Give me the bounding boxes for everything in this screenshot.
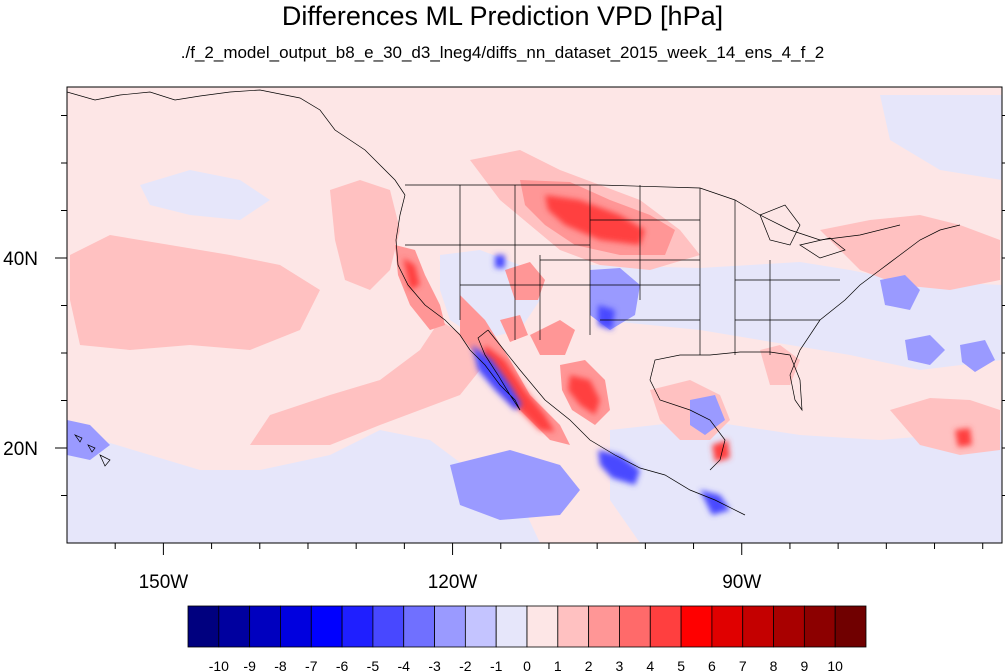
colorbar-tick-label: 7: [739, 658, 747, 672]
colorbar-tick-label: -7: [305, 658, 318, 672]
colorbar-swatch: [495, 605, 528, 648]
colorbar-tick-label: 3: [616, 658, 624, 672]
colorbar-tick-label: 9: [800, 658, 808, 672]
colorbar-swatch: [742, 605, 774, 648]
colorbar-swatch: [834, 605, 867, 648]
colorbar-tick-label: -1: [490, 658, 503, 672]
colorbar-swatch: [557, 605, 590, 648]
colorbar-swatch: [249, 605, 281, 648]
colorbar-tick-label: 4: [646, 658, 654, 672]
colorbar-tick-label: 5: [677, 658, 685, 672]
colorbar-swatch: [187, 605, 220, 648]
colorbar-tick-label: -10: [209, 658, 229, 672]
colorbar-swatch: [619, 605, 651, 648]
colorbar-tick-label: -4: [398, 658, 411, 672]
colorbar-tick-label: -6: [336, 658, 349, 672]
coastlines: [67, 89, 961, 516]
colorbar-swatch: [588, 605, 620, 648]
lon-tick-label: 150W: [139, 572, 189, 593]
colorbar-swatch: [434, 605, 466, 648]
colorbar-swatch: [464, 605, 497, 648]
colorbar-swatch: [341, 605, 374, 648]
colorbar-tick-label: 1: [554, 658, 562, 672]
map-frame: [66, 86, 1003, 544]
colorbar-swatch: [711, 605, 744, 648]
colorbar-tick-label: 8: [770, 658, 778, 672]
lon-tick-label: 90W: [722, 572, 761, 593]
colorbar-tick-label: -9: [243, 658, 256, 672]
colorbar-swatch: [773, 605, 805, 648]
map-title: Differences ML Prediction VPD [hPa]: [281, 1, 724, 31]
colorbar-tick-label: -5: [367, 658, 380, 672]
colorbar-swatch: [218, 605, 251, 648]
lat-tick-label: 40N: [3, 249, 38, 270]
colorbar-swatch: [372, 605, 405, 648]
colorbar-swatch: [280, 605, 312, 648]
colorbar-tick-label: -3: [428, 658, 441, 672]
colorbar-swatch: [649, 605, 682, 648]
colorbar-tick-label: 6: [708, 658, 716, 672]
colorbar-tick-label: -2: [459, 658, 472, 672]
map-subtitle: ./f_2_model_output_b8_e_30_d3_lneg4/diff…: [180, 43, 825, 62]
colorbar-swatch: [310, 605, 343, 648]
axis-ticks: 40N 20N 150W 120W 90W: [3, 115, 1005, 593]
colorbar-tick-label: 2: [585, 658, 593, 672]
colorbar-swatch: [680, 605, 713, 648]
lon-tick-label: 120W: [428, 572, 478, 593]
colorbar-swatch: [803, 605, 836, 648]
colorbar-swatch: [526, 605, 559, 648]
colorbar-tick-label: -8: [274, 658, 287, 672]
lat-tick-label: 20N: [3, 439, 38, 460]
colorbar: -10 -9 -8 -7 -6 -5 -4 -3 -2 -1 0 1 2 3 4 5 6 7 8 9 10: [187, 605, 867, 672]
colorbar-swatch: [403, 605, 435, 648]
colorbar-tick-label: 0: [523, 658, 531, 672]
colorbar-tick-label: 10: [827, 658, 843, 672]
blue-regions: [67, 268, 995, 520]
anomaly-field: [67, 89, 1002, 543]
